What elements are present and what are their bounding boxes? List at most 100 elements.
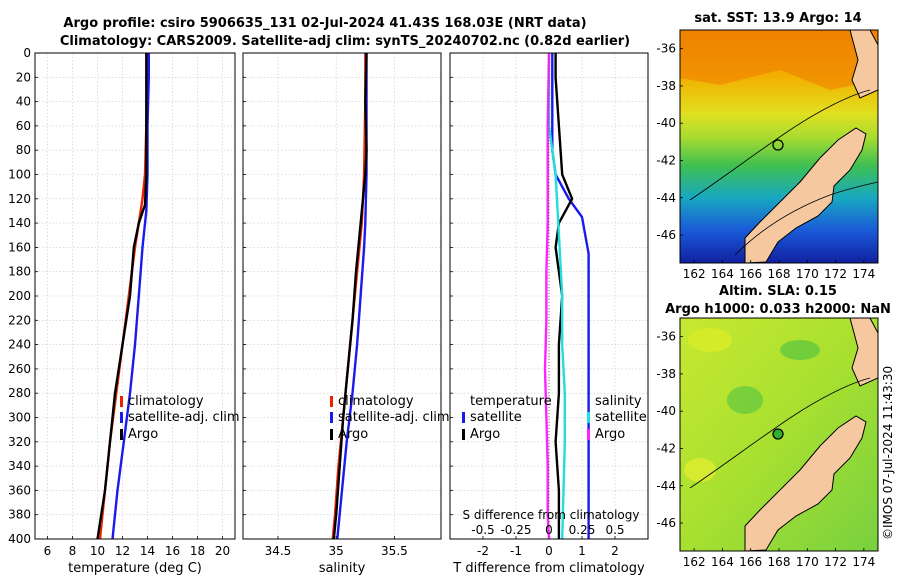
series-line-temperature-satellite xyxy=(551,53,590,539)
series-line-argo xyxy=(332,52,368,540)
y-tick-label: 140 xyxy=(8,216,31,230)
legend-label-argo: Argo xyxy=(338,427,368,442)
map-y-tick-label: -44 xyxy=(656,191,676,205)
map-x-tick-label: 162 xyxy=(683,267,706,281)
y-tick-label: 200 xyxy=(8,289,31,303)
temperature-panel: 0 20 40 60 80 100 120 140 160 180 200 220 240 260 280 3… xyxy=(8,46,236,576)
y-tick-label: 300 xyxy=(8,411,31,425)
x-tick-label: 8 xyxy=(69,544,77,558)
y-tick-label: 220 xyxy=(8,313,31,327)
series-line-salinity-satellite xyxy=(547,53,566,540)
map-y-tick-label: -46 xyxy=(656,516,676,530)
top-tick-label: -0.25 xyxy=(500,523,531,537)
legend-label-satellite: satellite-adj. clim xyxy=(338,410,450,425)
y-tick-label: 100 xyxy=(8,168,31,182)
y-tick-label: 80 xyxy=(16,143,31,157)
x-tick-label: 6 xyxy=(44,544,52,558)
y-tick-label: 400 xyxy=(8,532,31,546)
legend-swatch-argo xyxy=(330,429,333,440)
x-tick-label: 2 xyxy=(611,544,619,558)
north-island-land xyxy=(849,30,878,99)
x-tick-label: 14 xyxy=(140,544,155,558)
argo-position-marker xyxy=(772,428,784,440)
map-x-tick-label: 170 xyxy=(796,267,819,281)
legend-swatch-satellite xyxy=(330,412,333,423)
x-tick-label: -1 xyxy=(510,544,522,558)
legend-swatch-argo xyxy=(120,429,123,440)
series-line-salinity-argo xyxy=(543,52,551,540)
map-y-tick-label: -38 xyxy=(656,79,676,93)
legend-label-satellite: satellite-adj. clim xyxy=(128,410,240,425)
legend-label-sal-satellite: satellite xyxy=(595,410,647,425)
legend-label-temp-satellite: satellite xyxy=(470,410,522,425)
plot-frame xyxy=(34,52,236,540)
legend-swatch-temp-satellite xyxy=(462,412,465,423)
sla-map: Altim. SLA: 0.15 Argo h1000: 0.033 h2000… xyxy=(656,284,890,569)
y-tick-label: 260 xyxy=(8,362,31,376)
legend-label-argo: Argo xyxy=(128,427,158,442)
y-tick-label: 360 xyxy=(8,483,31,497)
salinity-legend: climatology satellite-adj. clim Argo xyxy=(330,394,450,442)
x-tick-label: 12 xyxy=(115,544,130,558)
top-tick-label: -0.5 xyxy=(471,523,494,537)
x-axis-label: T difference from climatology xyxy=(452,561,645,576)
map-y-tick-label: -40 xyxy=(656,116,676,130)
sla-map-title-line2: Argo h1000: 0.033 h2000: NaN xyxy=(665,302,891,317)
legend-swatch-temp-argo xyxy=(462,429,465,440)
series-line-satellite-adj-clim xyxy=(111,53,151,540)
x-tick-label: -2 xyxy=(477,544,489,558)
y-tick-label: 160 xyxy=(8,240,31,254)
sla-blob xyxy=(727,386,763,414)
map-x-tick-label: 168 xyxy=(768,555,791,569)
map-x-tick-label: 166 xyxy=(739,555,762,569)
x-axis-label: salinity xyxy=(319,561,366,576)
shelf-contour xyxy=(689,377,871,489)
series-line-temperature-argo xyxy=(554,53,574,539)
y-tick-label: 0 xyxy=(23,46,31,60)
top-tick-label: 0 xyxy=(545,523,553,537)
map-x-tick-label: 174 xyxy=(852,555,875,569)
y-tick-label: 180 xyxy=(8,265,31,279)
y-tick-label: 320 xyxy=(8,435,31,449)
y-tick-label: 40 xyxy=(16,95,31,109)
figure-title-line2: Climatology: CARS2009. Satellite-adj cli… xyxy=(60,34,630,49)
legend-swatch-satellite xyxy=(120,412,123,423)
y-tick-label: 240 xyxy=(8,338,31,352)
map-y-tick-label: -36 xyxy=(656,330,676,344)
map-x-tick-label: 164 xyxy=(711,267,734,281)
y-tick-label: 60 xyxy=(16,119,31,133)
difference-legend-salinity: salinity satellite Argo xyxy=(587,394,647,442)
top-axis-label: S difference from climatology xyxy=(463,508,640,522)
map-y-tick-label: -38 xyxy=(656,367,676,381)
sla-blob xyxy=(684,458,716,482)
legend-title-temperature: temperature xyxy=(470,394,552,409)
south-island-land xyxy=(744,127,867,263)
map-y-tick-label: -44 xyxy=(656,479,676,493)
legend-swatch-climatology xyxy=(330,396,333,407)
x-tick-label: 20 xyxy=(215,544,230,558)
x-axis-label: temperature (deg C) xyxy=(68,561,202,576)
shelf-contour xyxy=(689,89,871,201)
legend-label-climatology: climatology xyxy=(338,394,414,409)
top-tick-label: 0.25 xyxy=(569,523,596,537)
x-tick-label: 10 xyxy=(90,544,105,558)
x-tick-label: 35.5 xyxy=(381,544,408,558)
x-tick-label: 34.5 xyxy=(265,544,292,558)
legend-swatch-climatology xyxy=(120,396,123,407)
argo-position-marker xyxy=(772,139,784,151)
series-line-argo xyxy=(96,53,148,540)
legend-label-temp-argo: Argo xyxy=(470,427,500,442)
legend-title-salinity: salinity xyxy=(595,394,642,409)
legend-label-climatology: climatology xyxy=(128,394,204,409)
y-tick-label: 280 xyxy=(8,386,31,400)
figure-title-line1: Argo profile: csiro 5906635_131 02-Jul-2… xyxy=(63,16,586,31)
x-tick-label: 18 xyxy=(190,544,205,558)
north-island-land xyxy=(849,318,878,387)
map-x-tick-label: 174 xyxy=(852,267,875,281)
south-island-land xyxy=(744,415,867,551)
difference-panel: -2 -1 0 1 2 T difference from climatology S di… xyxy=(449,52,649,576)
temperature-legend: climatology satellite-adj. clim Argo xyxy=(120,394,240,442)
map-x-tick-label: 172 xyxy=(824,267,847,281)
y-tick-label: 120 xyxy=(8,192,31,206)
imos-credit: ©IMOS 07-Jul-2024 11:43:30 xyxy=(881,366,895,540)
